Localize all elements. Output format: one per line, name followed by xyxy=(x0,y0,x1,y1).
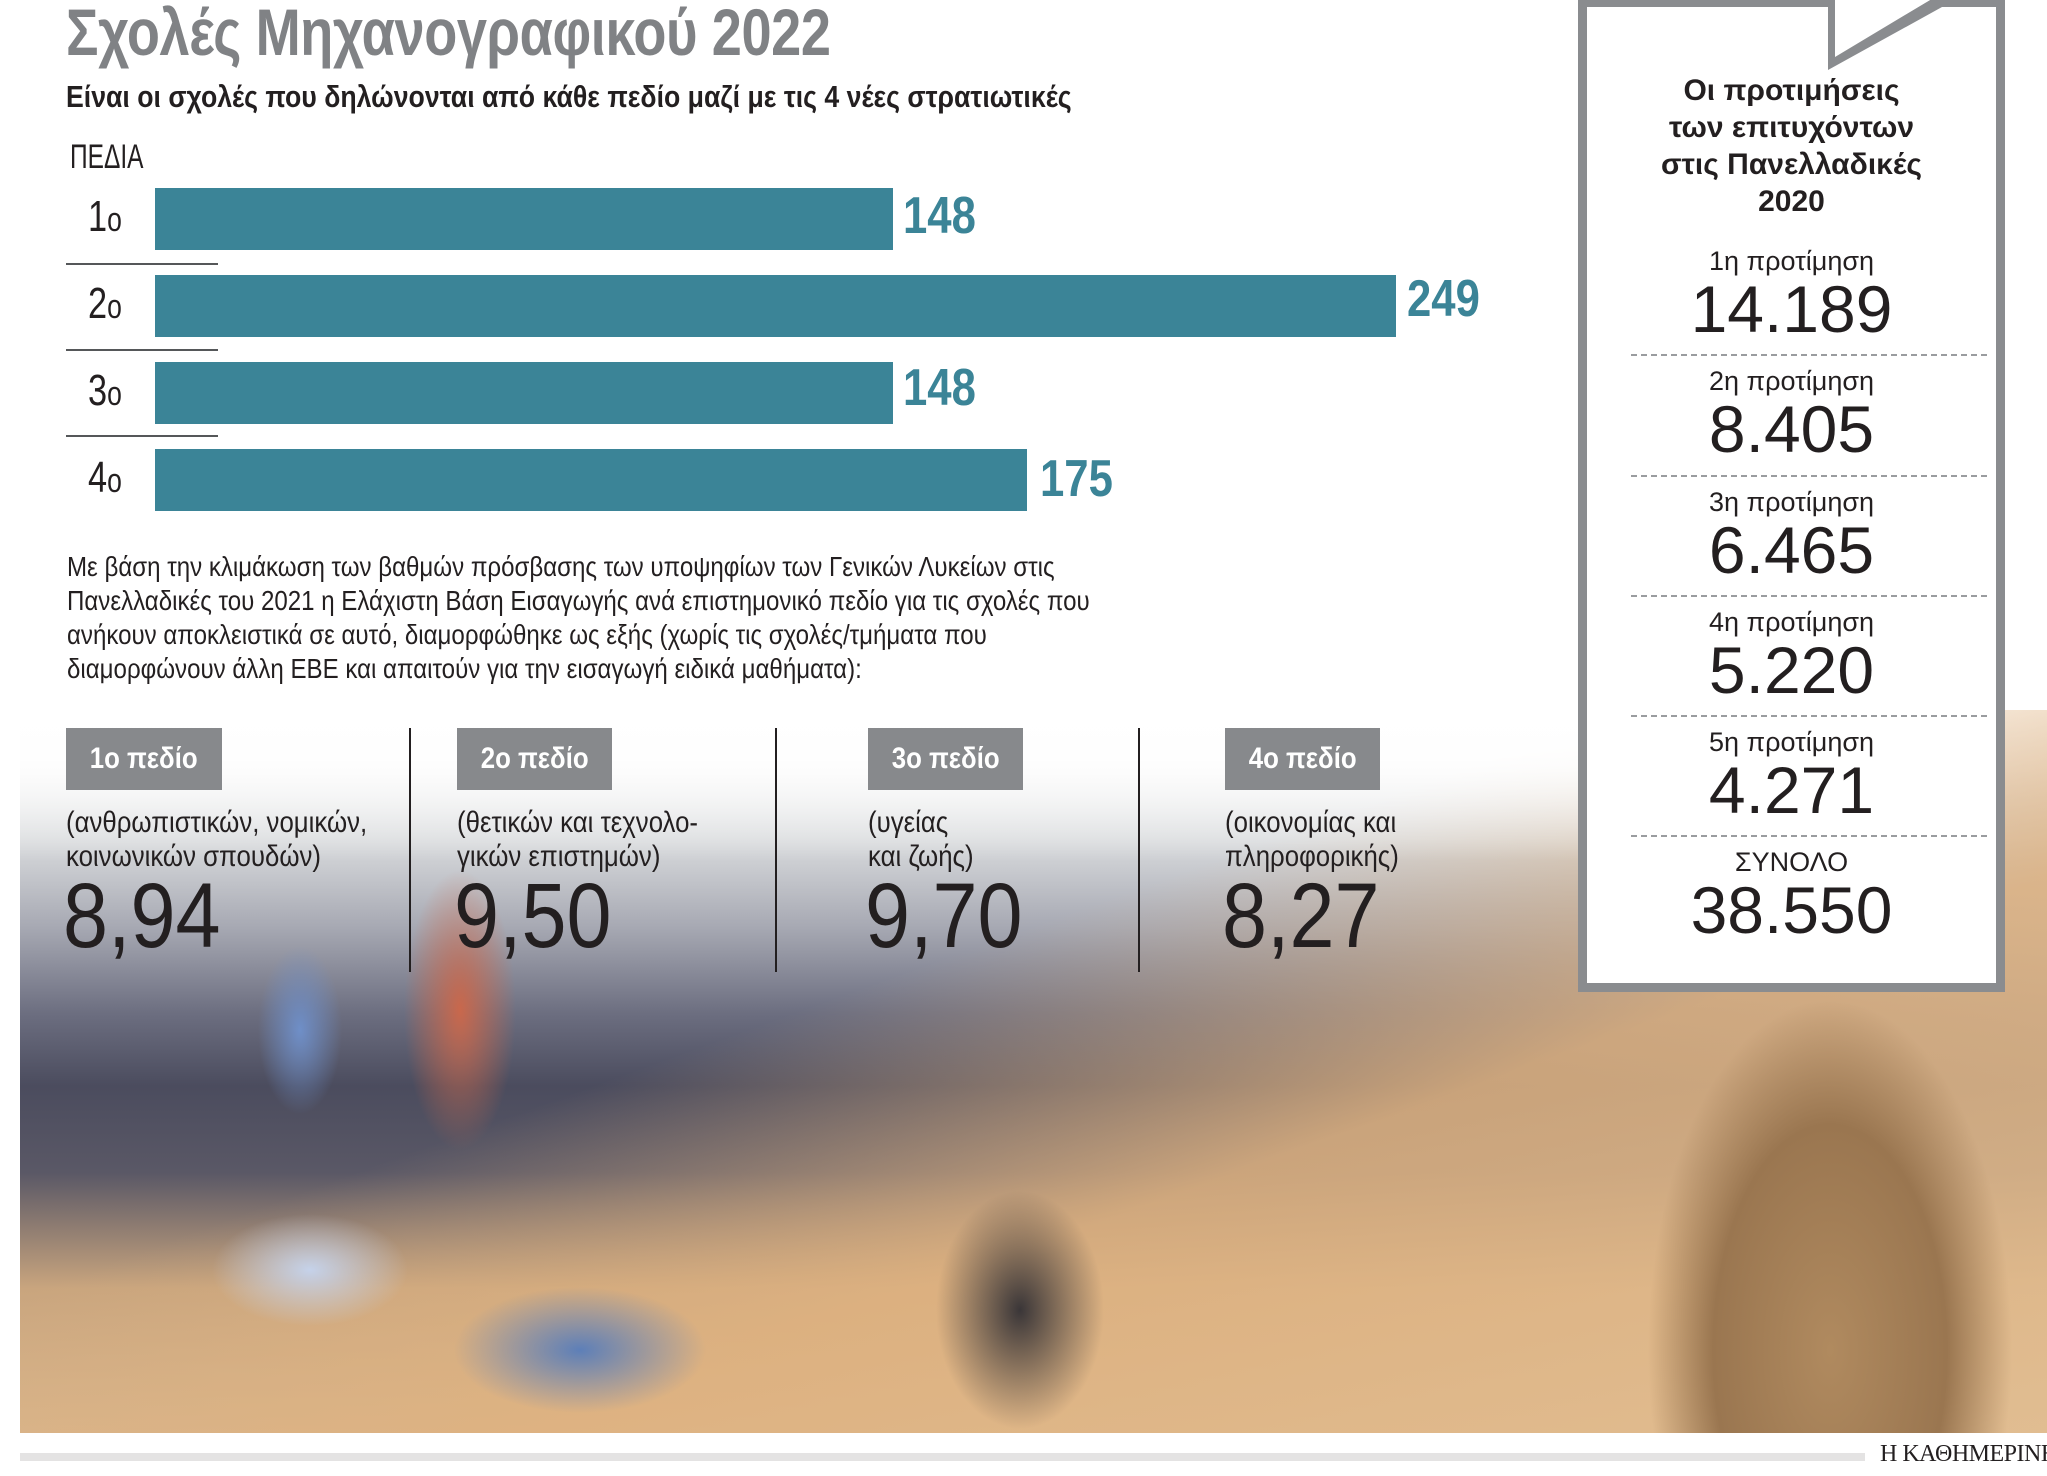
page-title: Σχολές Μηχανογραφικού 2022 xyxy=(66,0,831,69)
panel-title-line: των επιτυχόντων xyxy=(1668,111,1915,144)
panel-title-line: στις Πανελλαδικές xyxy=(1660,148,1923,181)
stat-preference-1: 1η προτίμηση 14.189 xyxy=(1587,246,1996,344)
field-tag-label: 4ο πεδίο xyxy=(1248,742,1357,775)
stat-value: 14.189 xyxy=(1690,272,1893,346)
stat-label: 2η προτίμηση xyxy=(1708,366,1875,396)
field-min-score: 8,27 xyxy=(1222,865,1380,967)
stat-value: 6.465 xyxy=(1708,513,1875,587)
panel-title-line: Οι προτιμήσεις xyxy=(1683,74,1900,107)
field-description-line: (ανθρωπιστικών, νομικών, xyxy=(66,806,368,839)
stat-label: 3η προτίμηση xyxy=(1708,487,1875,517)
panel-title: Οι προτιμήσεις των επιτυχόντων στις Πανε… xyxy=(1587,72,1996,220)
preferences-panel: Οι προτιμήσεις των επιτυχόντων στις Πανε… xyxy=(1578,0,2005,992)
row-separator xyxy=(66,349,218,351)
stat-value: 5.220 xyxy=(1708,633,1875,707)
stat-preference-4: 4η προτίμηση 5.220 xyxy=(1587,607,1996,705)
bar-value-label: 175 xyxy=(1040,450,1113,508)
field-description-line: και ζωής) xyxy=(868,840,974,873)
dashed-divider xyxy=(1631,475,1987,477)
bar-category-suffix: ο xyxy=(107,462,122,500)
bar-value-label: 148 xyxy=(903,187,976,245)
field-description-line: κοινωνικών σπουδών) xyxy=(66,840,321,873)
bar-value-label: 249 xyxy=(1407,270,1480,328)
field-description: (ανθρωπιστικών, νομικών, κοινωνικών σπουδ… xyxy=(66,806,367,874)
publisher-logo: Η ΚΑΘΗΜΕΡΙΝΗ xyxy=(1880,1441,2047,1467)
field-tag-label: 3ο πεδίο xyxy=(891,742,1000,775)
panel-title-line: 2020 xyxy=(1758,185,1825,218)
field-divider xyxy=(1138,728,1140,972)
field-description-line: (θετικών και τεχνολο- xyxy=(457,806,699,839)
paragraph-line: Με βάση την κλιμάκωση των βαθμών πρόσβασ… xyxy=(67,551,1055,582)
footer-bar xyxy=(20,1453,1865,1461)
stat-label: ΣΥΝΟΛΟ xyxy=(1734,847,1849,877)
bar xyxy=(155,362,893,424)
bar-category-label: 2ο xyxy=(88,279,127,329)
panel-content: Οι προτιμήσεις των επιτυχόντων στις Πανε… xyxy=(1587,0,1996,983)
bar-category-label: 1ο xyxy=(88,192,127,242)
bar-category-suffix: ο xyxy=(107,375,122,413)
row-separator xyxy=(66,435,218,437)
stat-value: 8.405 xyxy=(1708,392,1875,466)
field-description: (θετικών και τεχνολο-γικών επιστημών) xyxy=(457,806,698,874)
bar-category-label: 4ο xyxy=(88,453,127,503)
field-description-line: (υγείας xyxy=(868,806,949,839)
dashed-divider xyxy=(1631,835,1987,837)
field-description-line: γικών επιστημών) xyxy=(457,840,661,873)
field-description: (υγείας και ζωής) xyxy=(868,806,974,874)
field-tag-label: 1ο πεδίο xyxy=(90,742,198,775)
field-tag: 2ο πεδίο xyxy=(457,728,612,790)
stat-label: 4η προτίμηση xyxy=(1708,607,1875,637)
field-description: (οικονομίας και πληροφορικής) xyxy=(1225,806,1399,874)
field-divider xyxy=(775,728,777,972)
stat-preference-5: 5η προτίμηση 4.271 xyxy=(1587,727,1996,825)
stat-total: ΣΥΝΟΛΟ 38.550 xyxy=(1587,847,1996,945)
explanatory-paragraph: Με βάση την κλιμάκωση των βαθμών πρόσβασ… xyxy=(67,550,1185,686)
row-separator xyxy=(66,263,218,265)
chart-axis-label: ΠΕΔΙΑ xyxy=(70,138,144,176)
bar-category-label: 3ο xyxy=(88,366,127,416)
bar-category-number: 2 xyxy=(88,279,108,328)
bar-category-number: 4 xyxy=(88,453,108,502)
stat-preference-3: 3η προτίμηση 6.465 xyxy=(1587,487,1996,585)
panel-frame-icon xyxy=(1578,0,2005,992)
stat-value: 38.550 xyxy=(1690,873,1893,947)
dashed-divider xyxy=(1631,354,1987,356)
field-description-line: (οικονομίας και xyxy=(1225,806,1397,839)
page-subtitle: Είναι οι σχολές που δηλώνονται από κάθε … xyxy=(66,79,1072,114)
paragraph-line: Πανελλαδικές του 2021 η Ελάχιστη Βάση Ει… xyxy=(67,585,1090,616)
field-min-score: 9,50 xyxy=(454,865,612,967)
field-divider xyxy=(409,728,411,972)
field-min-score: 8,94 xyxy=(63,865,221,967)
field-tag: 1ο πεδίο xyxy=(66,728,222,790)
field-tag: 3ο πεδίο xyxy=(868,728,1023,790)
stat-label: 5η προτίμηση xyxy=(1708,727,1875,757)
field-min-score: 9,70 xyxy=(865,865,1023,967)
paragraph-line: ανήκουν αποκλειστικά σε αυτό, διαμορφώθη… xyxy=(67,619,987,650)
bar-category-suffix: ο xyxy=(107,201,122,239)
field-tag: 4ο πεδίο xyxy=(1225,728,1380,790)
bar xyxy=(155,275,1396,337)
bar-category-number: 1 xyxy=(88,192,108,241)
stat-value: 4.271 xyxy=(1708,753,1875,827)
bar xyxy=(155,449,1027,511)
dashed-divider xyxy=(1631,715,1987,717)
field-tag-label: 2ο πεδίο xyxy=(480,742,589,775)
stat-preference-2: 2η προτίμηση 8.405 xyxy=(1587,366,1996,464)
dashed-divider xyxy=(1631,595,1987,597)
stat-label: 1η προτίμηση xyxy=(1708,246,1875,276)
bar-value-label: 148 xyxy=(903,359,976,417)
bar-category-number: 3 xyxy=(88,366,108,415)
field-description-line: πληροφορικής) xyxy=(1225,840,1399,873)
paragraph-line: διαμορφώνουν άλλη ΕΒΕ και απαιτούν για τ… xyxy=(67,653,862,684)
bar xyxy=(155,188,893,250)
bar-category-suffix: ο xyxy=(107,288,122,326)
